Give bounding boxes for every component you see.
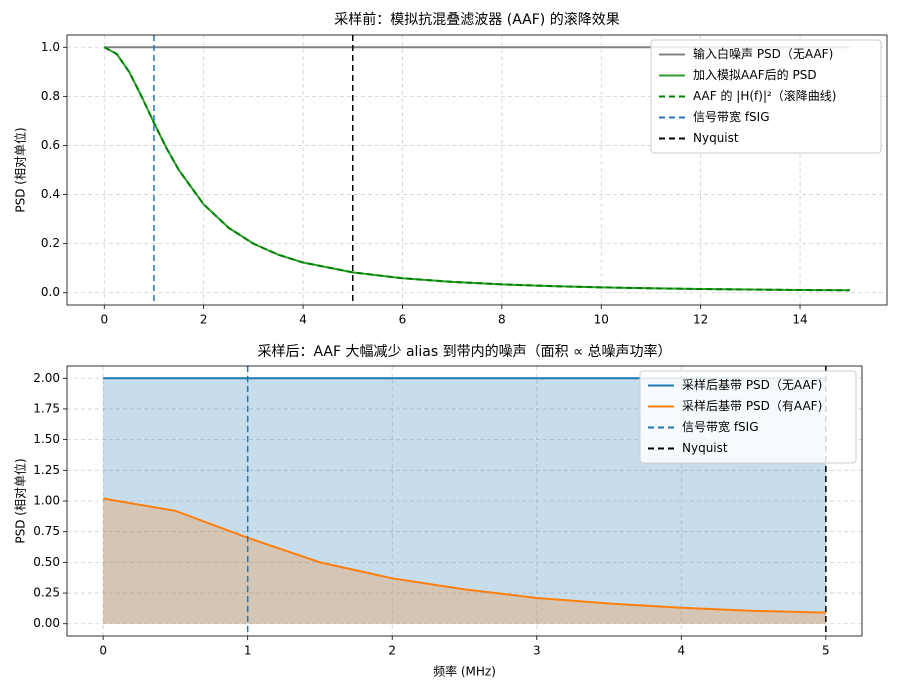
legend-box bbox=[650, 39, 882, 154]
y-tick-label: 0.4 bbox=[41, 187, 60, 201]
chart-title: 采样后：AAF 大幅减少 alias 到带内的噪声（面积 ∝ 总噪声功率） bbox=[257, 343, 671, 360]
x-tick-label: 4 bbox=[299, 313, 307, 327]
x-tick-label: 8 bbox=[498, 313, 506, 327]
x-tick-label: 12 bbox=[693, 313, 708, 327]
y-tick-label: 1.00 bbox=[33, 494, 60, 508]
y-tick-label: 1.0 bbox=[41, 40, 60, 54]
y-axis-label: PSD (相对单位) bbox=[13, 127, 28, 212]
x-tick-label: 6 bbox=[399, 313, 407, 327]
y-tick-label: 0.50 bbox=[33, 555, 60, 569]
series-line bbox=[102, 497, 826, 614]
legend-label: Nyquist bbox=[682, 441, 728, 455]
y-tick-label: 1.75 bbox=[33, 401, 60, 415]
area bbox=[103, 498, 826, 624]
legend-label: 采样后基带 PSD（有AAF) bbox=[682, 398, 822, 413]
y-tick-label: 1.50 bbox=[33, 432, 60, 446]
x-tick-label: 2 bbox=[200, 313, 208, 327]
chart-title: 采样前：模拟抗混叠滤波器 (AAF) 的滚降效果 bbox=[334, 11, 619, 28]
x-tick-label: 0 bbox=[100, 313, 108, 327]
x-axis-label: 频率 (MHz) bbox=[433, 664, 496, 679]
x-tick-label: 10 bbox=[594, 313, 609, 327]
y-tick-label: 0.0 bbox=[41, 285, 60, 299]
y-tick-label: 0.2 bbox=[41, 236, 60, 250]
y-tick-label: 0.00 bbox=[33, 616, 60, 630]
legend-box bbox=[639, 370, 857, 464]
x-tick-label: 1 bbox=[244, 644, 252, 658]
x-tick-label: 5 bbox=[822, 644, 830, 658]
y-axis-label: PSD (相对单位) bbox=[13, 458, 28, 543]
y-tick-label: 0.75 bbox=[33, 524, 60, 538]
legend-label: 信号带宽 fSIG bbox=[693, 109, 770, 124]
plot-frame bbox=[66, 34, 888, 306]
x-tick-label: 3 bbox=[533, 644, 541, 658]
legend-label: 输入白噪声 PSD（无AAF) bbox=[693, 46, 833, 61]
y-tick-label: 0.8 bbox=[41, 89, 60, 103]
series-line bbox=[103, 46, 850, 292]
plot-frame bbox=[66, 365, 863, 637]
x-tick-label: 14 bbox=[792, 313, 807, 327]
legend-label: 信号带宽 fSIG bbox=[682, 419, 759, 434]
y-tick-label: 2.00 bbox=[33, 371, 60, 385]
y-tick-label: 1.25 bbox=[33, 463, 60, 477]
x-tick-label: 2 bbox=[388, 644, 396, 658]
legend-label: 加入模拟AAF后的 PSD bbox=[693, 67, 817, 82]
y-tick-label: 0.6 bbox=[41, 138, 60, 152]
x-tick-label: 0 bbox=[99, 644, 107, 658]
legend-label: 采样后基带 PSD（无AAF) bbox=[682, 377, 822, 392]
legend-label: Nyquist bbox=[693, 131, 739, 145]
x-tick-label: 4 bbox=[677, 644, 685, 658]
legend-label: AAF 的 |H(f)|²（滚降曲线) bbox=[693, 88, 836, 103]
y-tick-label: 0.25 bbox=[33, 586, 60, 600]
